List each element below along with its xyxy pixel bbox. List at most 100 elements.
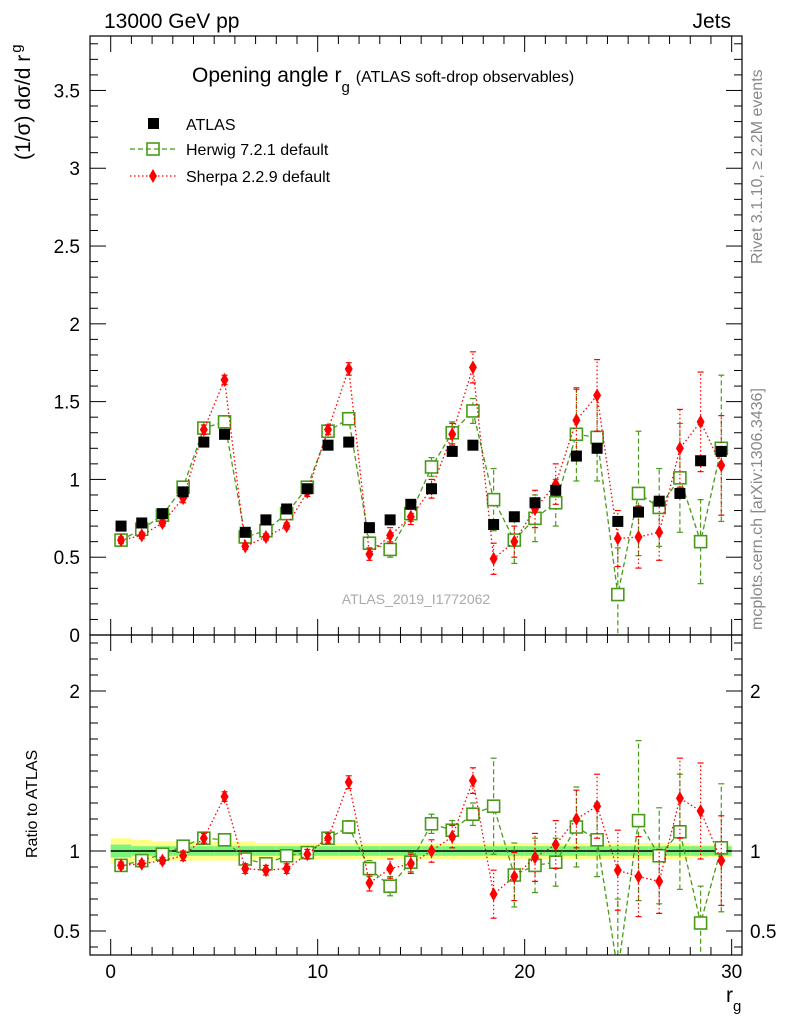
ratio-herwig-point [424,816,439,831]
main-sherpa-point [261,529,270,544]
main-atlas-point [405,498,417,510]
ratio-sherpa-point [489,887,498,902]
ratio-sherpa-point [551,837,560,852]
main-atlas-point [529,497,541,509]
main-atlas-point [322,439,334,451]
ratio-sherpa-point [365,876,374,890]
main-sherpa-point [324,422,333,437]
ratio-sherpa-point [717,853,726,868]
ratio-herwig-point [217,832,232,847]
ratio-sherpa-point [137,856,146,871]
ratio-herwig-point [673,824,687,839]
ratio-sherpa-point [199,831,208,846]
ratio-sherpa-point [572,812,581,826]
ratio-herwig-point [341,820,356,834]
main-atlas-point [281,503,293,515]
main-sherpa-point [489,551,498,566]
main-herwig-point [341,411,356,426]
ratio-y-tick-label-left: 2 [69,682,80,703]
main-sherpa-point [158,515,167,530]
ratio-sherpa-point [593,799,602,814]
main-sherpa-point [572,413,581,428]
legend-atlas-marker [148,118,159,129]
main-sherpa-point [406,509,415,524]
mcplots-label: mcplots.cern.ch [arXiv:1306.3436] [749,388,766,630]
main-herwig-line [120,409,722,595]
main-herwig-point [424,460,439,474]
ratio-sherpa-point [696,804,705,818]
ratio-sherpa-point [117,858,126,873]
main-sherpa-point [448,427,457,442]
main-atlas-point [426,483,438,495]
ratio-sherpa-point [634,869,643,884]
ratio-sherpa-point [282,861,291,876]
ratio-herwig-point [383,879,397,894]
main-sherpa-point [344,361,353,376]
main-sherpa-point [365,547,374,562]
main-atlas-point [653,495,665,507]
main-atlas-point [136,517,148,529]
analysis-watermark: ATLAS_2019_I1772062 [342,591,491,607]
main-sherpa-point [655,525,664,540]
ratio-plot [110,739,732,977]
ratio-sherpa-point [261,863,270,878]
ratio-sherpa-point [386,861,395,876]
ratio-sherpa-point [324,831,333,846]
main-herwig-point [548,495,563,510]
y-axis-label-main: (1/σ) dσ/d r [12,55,35,160]
legend: ATLAS Herwig 7.2.1 default Sherpa 2.2.9 … [130,117,331,186]
main-herwig-point [486,492,501,507]
main-atlas-point [301,483,313,495]
ratio-sherpa-point [531,850,540,865]
ratio-sherpa-point [220,789,229,804]
ratio-sherpa-point [344,775,353,790]
main-y-tick-label: 3.5 [54,81,80,102]
main-herwig-point [383,542,397,557]
main-sherpa-point [675,441,684,456]
ratio-sherpa-point [406,856,415,871]
main-sherpa-point [468,360,477,375]
main-atlas-point [156,508,168,520]
ratio-herwig-point [362,861,377,876]
main-atlas-point [508,511,520,523]
main-atlas-point [177,486,189,498]
x-tick-label: 0 [105,962,116,983]
main-atlas-point [612,515,624,527]
process-label: Jets [692,10,731,33]
main-atlas-point [343,436,355,448]
ratio-sherpa-point [179,848,188,863]
main-herwig-point [466,404,480,418]
main-sherpa-point [199,422,208,437]
ratio-herwig-line [120,805,722,955]
axes: 0 10 20 30 0 0.5 1 1.5 2 2.5 3 3.5 0.5 0.5 1 1 2 2 [54,35,776,983]
ratio-y-tick-label-right: 0.5 [750,922,776,943]
rivet-label: Rivet 3.1.10, ≥ 2.2M events [749,69,766,264]
ratio-sherpa-point [158,853,167,868]
main-sherpa-point [510,534,519,549]
ratio-herwig-point [612,965,624,977]
y-axis-label-sub: g [8,44,25,52]
ratio-sherpa-line [120,778,722,896]
main-atlas-point [633,506,645,518]
main-herwig-point [217,415,232,429]
main-herwig-point [590,430,604,445]
main-atlas-point [467,439,479,451]
ratio-sherpa-point [655,874,664,889]
legend-sherpa-marker [149,169,157,183]
main-y-tick-label: 0.5 [54,548,80,569]
main-atlas-point [550,484,562,496]
main-sherpa-point [593,388,602,403]
main-sherpa-point [613,531,622,546]
main-herwig-point [611,587,625,602]
main-atlas-point [488,519,500,531]
main-atlas-point [219,428,231,440]
main-atlas-point [695,455,707,467]
main-y-tick-label: 2 [69,315,80,336]
main-sherpa-point [137,528,146,543]
y-axis-label: (1/σ) dσ/d r g [8,44,35,160]
chart-title-sub: g [341,79,349,96]
ratio-y-tick-label-left: 1 [69,842,80,863]
main-plot [114,351,729,635]
chart-title-note: (ATLAS soft-drop observables) [356,69,574,86]
ratio-sherpa-point [427,844,436,858]
